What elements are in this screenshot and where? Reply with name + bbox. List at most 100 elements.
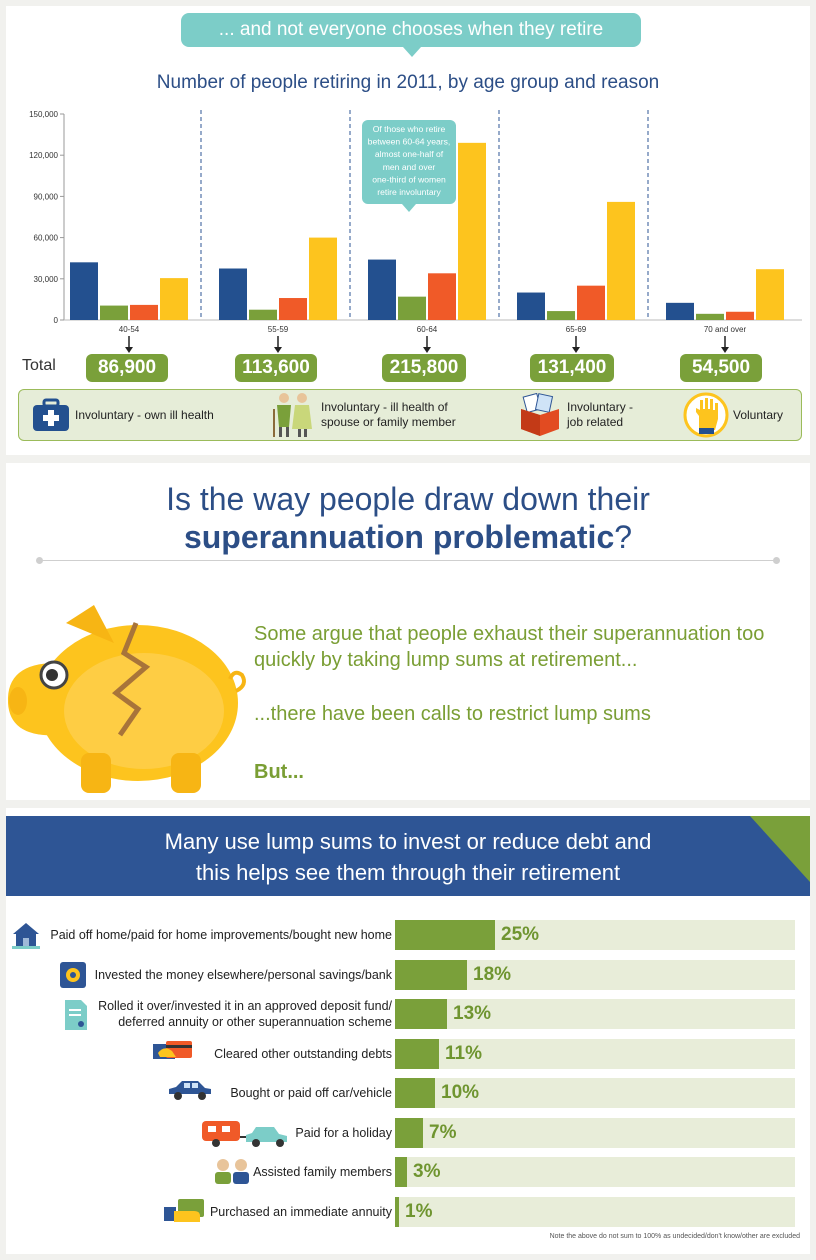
- bar: [395, 999, 447, 1029]
- bar-value-label: 18%: [473, 963, 512, 985]
- callout-text: between 60-64 years,: [368, 137, 451, 147]
- section-banner: ... and not everyone chooses when they r…: [181, 13, 641, 57]
- callout-text: one-third of women: [372, 174, 446, 184]
- arrow-head-icon: [125, 347, 133, 353]
- bar: [398, 296, 426, 320]
- x-tick-label: 60-64: [417, 325, 438, 334]
- bar-label: Bought or paid off car/vehicle: [230, 1086, 392, 1100]
- bar: [696, 313, 724, 320]
- bar-row: Rolled it over/invested it in an approve…: [6, 997, 810, 1031]
- section-heading: Is the way people draw down their: [166, 481, 650, 517]
- bar: [395, 1038, 439, 1069]
- bar-label: Paid for a holiday: [295, 1125, 392, 1140]
- raised-hand-icon: [683, 392, 729, 438]
- bar: [368, 259, 396, 320]
- bar-track: [395, 999, 795, 1029]
- caravan-icon: [200, 1118, 290, 1153]
- bar-row: Assisted family members 3%: [6, 1155, 810, 1189]
- callout-box: [362, 120, 456, 204]
- bar-track: [395, 1157, 795, 1187]
- cash-hand-icon: [162, 1197, 208, 1232]
- total-pill: 54,500: [680, 354, 762, 382]
- bar: [395, 1078, 435, 1108]
- but-text: But...: [254, 761, 304, 783]
- credit-card-icon: [152, 1039, 196, 1068]
- legend-label: Involuntary - job related: [567, 400, 634, 429]
- legend-label: Voluntary: [733, 407, 784, 422]
- y-tick-label: 120,000: [29, 151, 58, 160]
- box-of-files-icon: [521, 393, 559, 436]
- arrow-head-icon: [423, 347, 431, 353]
- legend-item: Involuntary - job related: [517, 390, 633, 440]
- bar-label: Assisted family members: [253, 1165, 392, 1179]
- bar: [395, 1157, 407, 1187]
- lump-sum-panel: Many use lump sums to invest or reduce d…: [6, 808, 810, 1254]
- car-icon: [166, 1078, 214, 1107]
- bar: [395, 1117, 423, 1148]
- y-tick-label: 60,000: [34, 234, 59, 243]
- bar-label: Cleared other outstanding debts: [214, 1046, 392, 1061]
- divider: [40, 560, 776, 561]
- y-tick-label: 150,000: [29, 110, 58, 119]
- bar-track: [395, 1196, 795, 1227]
- divider-dot: [36, 557, 43, 564]
- bar: [395, 959, 467, 990]
- argument-text: Some argue that people exhaust their sup…: [254, 623, 765, 671]
- bar-row: Cleared other outstanding debts 11%: [6, 1037, 810, 1071]
- broken-piggy-bank-icon: [7, 605, 246, 793]
- bar-row: Invested the money elsewhere/personal sa…: [6, 958, 810, 992]
- bar: [249, 309, 277, 320]
- totals-label: Total: [22, 357, 56, 374]
- bar: [726, 311, 754, 320]
- section-heading-line2: superannuation problematic?: [183, 519, 633, 555]
- x-tick-label: 55-59: [268, 325, 289, 334]
- bar-label: Paid off home/paid for home improvements…: [50, 928, 392, 942]
- arrow-head-icon: [721, 347, 729, 353]
- callout-text: almost one-half of: [375, 149, 444, 159]
- bar-track: [395, 1038, 795, 1069]
- section-banner: Many use lump sums to invest or reduce d…: [6, 816, 810, 896]
- bar: [517, 292, 545, 320]
- house-icon: [10, 920, 42, 955]
- bar: [70, 262, 98, 320]
- bar-label: Invested the money elsewhere/personal sa…: [94, 967, 392, 982]
- bar-label: Rolled it over/invested it in an approve…: [98, 999, 392, 1029]
- y-tick-label: 0: [54, 316, 59, 325]
- banner-corner: [750, 816, 810, 882]
- callout-text: men and over: [383, 162, 436, 172]
- x-tick-label: 70 and over: [704, 325, 747, 334]
- bar: [130, 304, 158, 320]
- legend-item: Involuntary - own ill health: [31, 390, 214, 440]
- bar-value-label: 11%: [445, 1042, 482, 1064]
- bar-row: Paid off home/paid for home improvements…: [6, 918, 810, 952]
- x-tick-label: 65-69: [566, 325, 587, 334]
- calls-text: ...there have been calls to restrict lum…: [254, 703, 651, 725]
- legend-item: Voluntary: [683, 390, 783, 440]
- bar: [160, 278, 188, 320]
- bar: [100, 305, 128, 320]
- bar-row: Paid for a holiday 7%: [6, 1116, 810, 1150]
- total-pill: 131,400: [530, 354, 614, 382]
- callout-text: Of those who retire: [373, 124, 446, 134]
- bar-label: Purchased an immediate annuity: [209, 1204, 392, 1219]
- bar: [666, 302, 694, 320]
- divider-dot: [773, 557, 780, 564]
- total-pill: 86,900: [86, 354, 168, 382]
- retirement-panel: ... and not everyone chooses when they r…: [6, 6, 810, 455]
- grouped-bar-chart: 0 30,000 60,000 90,000 120,000 150,000 40-54 55…: [29, 110, 802, 353]
- total-pill: 215,800: [382, 354, 466, 382]
- bar-row: Bought or paid off car/vehicle 10%: [6, 1076, 810, 1110]
- drawdown-panel: Is the way people draw down their supera…: [6, 463, 810, 800]
- bar-value-label: 1%: [405, 1200, 433, 1222]
- chart-legend: Involuntary - own ill health Involuntary…: [18, 389, 802, 441]
- bar-track: [395, 1117, 795, 1148]
- bar: [279, 298, 307, 320]
- bar: [547, 311, 575, 320]
- bar-row: Purchased an immediate annuity 1%: [6, 1195, 810, 1229]
- bar: [395, 920, 495, 950]
- bar-value-label: 25%: [501, 924, 540, 945]
- chart-title: Number of people retiring in 2011, by ag…: [156, 72, 660, 93]
- x-tick-label: 40-54: [119, 325, 140, 334]
- bar-value-label: 7%: [429, 1121, 457, 1143]
- bar: [428, 273, 456, 320]
